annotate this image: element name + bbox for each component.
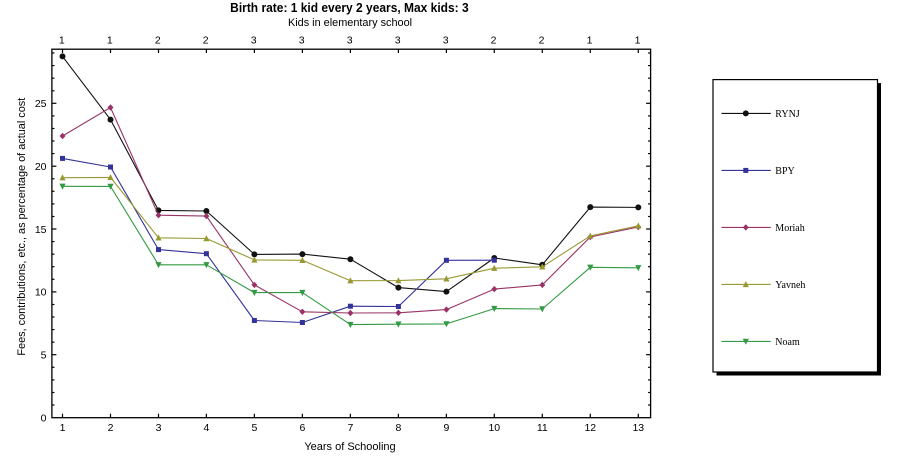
svg-text:10: 10 — [488, 422, 500, 434]
svg-text:15: 15 — [35, 224, 47, 236]
svg-text:Yavneh: Yavneh — [775, 280, 805, 291]
svg-text:1: 1 — [635, 35, 641, 47]
svg-text:8: 8 — [395, 422, 401, 434]
svg-text:5: 5 — [41, 350, 47, 362]
svg-text:Birth rate: 1 kid every 2 year: Birth rate: 1 kid every 2 years, Max kid… — [230, 1, 468, 16]
svg-text:2: 2 — [539, 35, 545, 47]
svg-text:3: 3 — [156, 422, 162, 434]
svg-text:1: 1 — [60, 422, 66, 434]
svg-text:12: 12 — [584, 422, 596, 434]
svg-text:Moriah: Moriah — [775, 223, 804, 234]
svg-text:2: 2 — [203, 35, 209, 47]
svg-text:Years of Schooling: Years of Schooling — [304, 441, 395, 453]
svg-text:Kids in elementary school: Kids in elementary school — [288, 17, 412, 29]
svg-text:1: 1 — [59, 35, 65, 47]
svg-text:3: 3 — [443, 35, 449, 47]
svg-text:Fees, contributions, etc., as: Fees, contributions, etc., as percentage… — [16, 98, 28, 356]
svg-text:RYNJ: RYNJ — [775, 109, 800, 120]
svg-text:2: 2 — [491, 35, 497, 47]
svg-text:5: 5 — [251, 422, 257, 434]
svg-text:BPY: BPY — [775, 166, 794, 177]
svg-text:25: 25 — [35, 98, 47, 110]
svg-text:4: 4 — [203, 422, 209, 434]
svg-text:Noam: Noam — [775, 337, 800, 348]
svg-text:13: 13 — [632, 422, 644, 434]
svg-text:20: 20 — [35, 161, 47, 173]
svg-text:3: 3 — [251, 35, 257, 47]
svg-text:0: 0 — [41, 412, 47, 424]
svg-text:6: 6 — [299, 422, 305, 434]
svg-text:11: 11 — [537, 422, 548, 434]
svg-text:3: 3 — [395, 35, 401, 47]
svg-text:1: 1 — [107, 35, 113, 47]
svg-text:3: 3 — [299, 35, 305, 47]
svg-text:10: 10 — [35, 287, 47, 299]
svg-text:7: 7 — [347, 422, 353, 434]
svg-text:3: 3 — [347, 35, 353, 47]
svg-text:9: 9 — [443, 422, 449, 434]
svg-text:2: 2 — [108, 422, 114, 434]
svg-text:1: 1 — [587, 35, 593, 47]
svg-text:2: 2 — [155, 35, 161, 47]
